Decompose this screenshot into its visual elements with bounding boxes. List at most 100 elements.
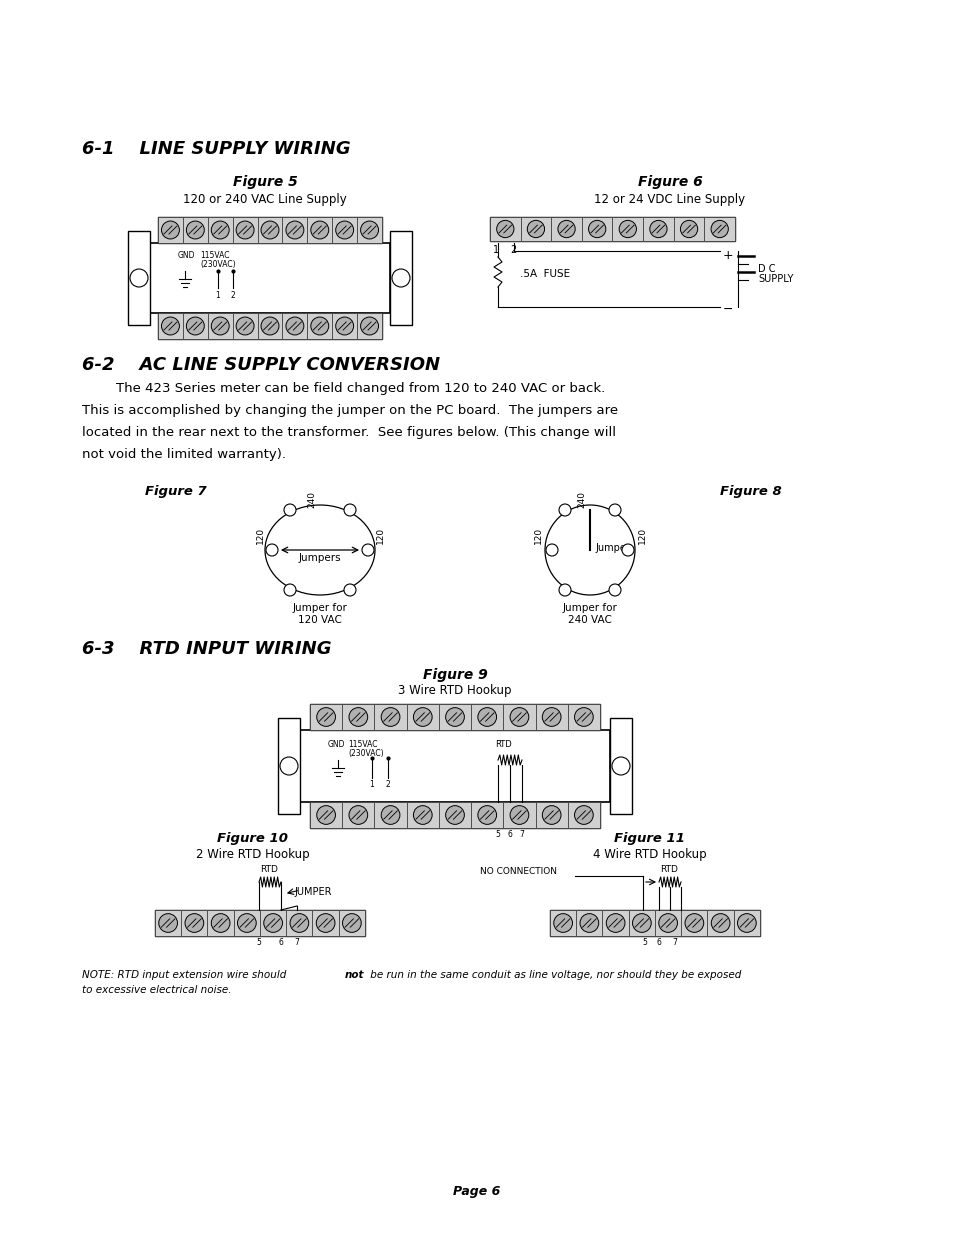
Bar bbox=[277, 718, 299, 814]
Bar bbox=[680, 910, 707, 936]
Text: 2: 2 bbox=[510, 245, 516, 254]
Text: 120: 120 bbox=[255, 526, 264, 543]
Circle shape bbox=[413, 708, 432, 726]
Circle shape bbox=[266, 543, 277, 556]
Text: GND: GND bbox=[328, 740, 345, 748]
Text: Figure 11: Figure 11 bbox=[614, 832, 685, 845]
Text: 3 Wire RTD Hookup: 3 Wire RTD Hookup bbox=[397, 684, 511, 697]
Text: Figure 5: Figure 5 bbox=[233, 175, 297, 189]
Circle shape bbox=[349, 708, 367, 726]
Bar bbox=[310, 802, 599, 827]
Bar bbox=[520, 217, 551, 241]
Circle shape bbox=[558, 220, 575, 237]
Circle shape bbox=[261, 317, 278, 335]
Bar bbox=[342, 704, 374, 730]
Bar bbox=[550, 910, 760, 936]
Circle shape bbox=[553, 914, 572, 932]
Circle shape bbox=[185, 914, 204, 932]
Text: .5A  FUSE: .5A FUSE bbox=[519, 269, 570, 279]
Text: 5: 5 bbox=[642, 939, 647, 947]
Circle shape bbox=[158, 914, 177, 932]
Text: Figure 7: Figure 7 bbox=[145, 485, 207, 498]
Circle shape bbox=[342, 914, 361, 932]
Bar bbox=[183, 312, 208, 338]
Circle shape bbox=[237, 914, 256, 932]
Bar bbox=[356, 217, 381, 243]
Bar bbox=[332, 312, 356, 338]
Text: 7: 7 bbox=[294, 939, 299, 947]
Text: (230VAC): (230VAC) bbox=[348, 748, 383, 758]
Bar bbox=[233, 217, 257, 243]
Bar bbox=[490, 217, 520, 241]
Bar bbox=[158, 312, 183, 338]
Circle shape bbox=[608, 584, 620, 597]
Circle shape bbox=[361, 543, 374, 556]
Text: be run in the same conduit as line voltage, nor should they be exposed: be run in the same conduit as line volta… bbox=[367, 969, 740, 981]
Circle shape bbox=[236, 221, 253, 238]
Text: −: − bbox=[722, 303, 733, 316]
Bar bbox=[438, 802, 471, 827]
Text: 1: 1 bbox=[369, 781, 374, 789]
Text: 120: 120 bbox=[533, 526, 542, 543]
Circle shape bbox=[360, 221, 378, 238]
Text: Jumper: Jumper bbox=[595, 543, 629, 553]
Text: 2 Wire RTD Hookup: 2 Wire RTD Hookup bbox=[196, 848, 310, 861]
Bar bbox=[208, 217, 233, 243]
Circle shape bbox=[497, 220, 514, 237]
Text: 1: 1 bbox=[493, 245, 498, 254]
Circle shape bbox=[392, 269, 410, 287]
Circle shape bbox=[161, 221, 179, 238]
Text: SUPPLY: SUPPLY bbox=[758, 274, 793, 284]
Text: to excessive electrical noise.: to excessive electrical noise. bbox=[82, 986, 232, 995]
Text: +: + bbox=[722, 249, 733, 262]
Text: RTD: RTD bbox=[495, 740, 511, 748]
Bar bbox=[703, 217, 734, 241]
Circle shape bbox=[316, 805, 335, 824]
Circle shape bbox=[659, 914, 677, 932]
Bar bbox=[707, 910, 733, 936]
Text: 5: 5 bbox=[495, 830, 500, 839]
Circle shape bbox=[316, 708, 335, 726]
Circle shape bbox=[290, 914, 309, 932]
Circle shape bbox=[130, 269, 148, 287]
Text: Jumper for
120 VAC: Jumper for 120 VAC bbox=[293, 603, 347, 625]
Circle shape bbox=[679, 220, 697, 237]
Bar bbox=[310, 704, 599, 730]
Text: 1: 1 bbox=[215, 291, 220, 300]
Bar bbox=[374, 802, 406, 827]
Circle shape bbox=[545, 543, 558, 556]
Circle shape bbox=[335, 317, 354, 335]
Text: 12 or 24 VDC Line Supply: 12 or 24 VDC Line Supply bbox=[594, 193, 745, 206]
Circle shape bbox=[541, 805, 560, 824]
Bar bbox=[150, 243, 390, 312]
Bar bbox=[535, 704, 567, 730]
Circle shape bbox=[558, 584, 571, 597]
Circle shape bbox=[349, 805, 367, 824]
Text: 120: 120 bbox=[375, 526, 384, 543]
Bar bbox=[128, 231, 150, 325]
Text: 7: 7 bbox=[519, 830, 524, 839]
Circle shape bbox=[445, 708, 464, 726]
Circle shape bbox=[612, 757, 629, 776]
Circle shape bbox=[211, 221, 229, 238]
Bar bbox=[550, 910, 576, 936]
Circle shape bbox=[579, 914, 598, 932]
Circle shape bbox=[588, 220, 605, 237]
Circle shape bbox=[621, 543, 634, 556]
Bar bbox=[282, 217, 307, 243]
Bar bbox=[490, 217, 734, 241]
Circle shape bbox=[684, 914, 703, 932]
Text: This is accomplished by changing the jumper on the PC board.  The jumpers are: This is accomplished by changing the jum… bbox=[82, 404, 618, 417]
Bar bbox=[310, 704, 342, 730]
Text: 240: 240 bbox=[307, 490, 316, 508]
Text: Figure 6: Figure 6 bbox=[637, 175, 701, 189]
Circle shape bbox=[360, 317, 378, 335]
Text: Jumpers: Jumpers bbox=[298, 553, 341, 563]
Circle shape bbox=[477, 708, 497, 726]
Bar bbox=[602, 910, 628, 936]
Bar bbox=[609, 718, 631, 814]
Circle shape bbox=[445, 805, 464, 824]
Text: GND: GND bbox=[178, 251, 195, 261]
Bar bbox=[733, 910, 760, 936]
Bar bbox=[307, 312, 332, 338]
